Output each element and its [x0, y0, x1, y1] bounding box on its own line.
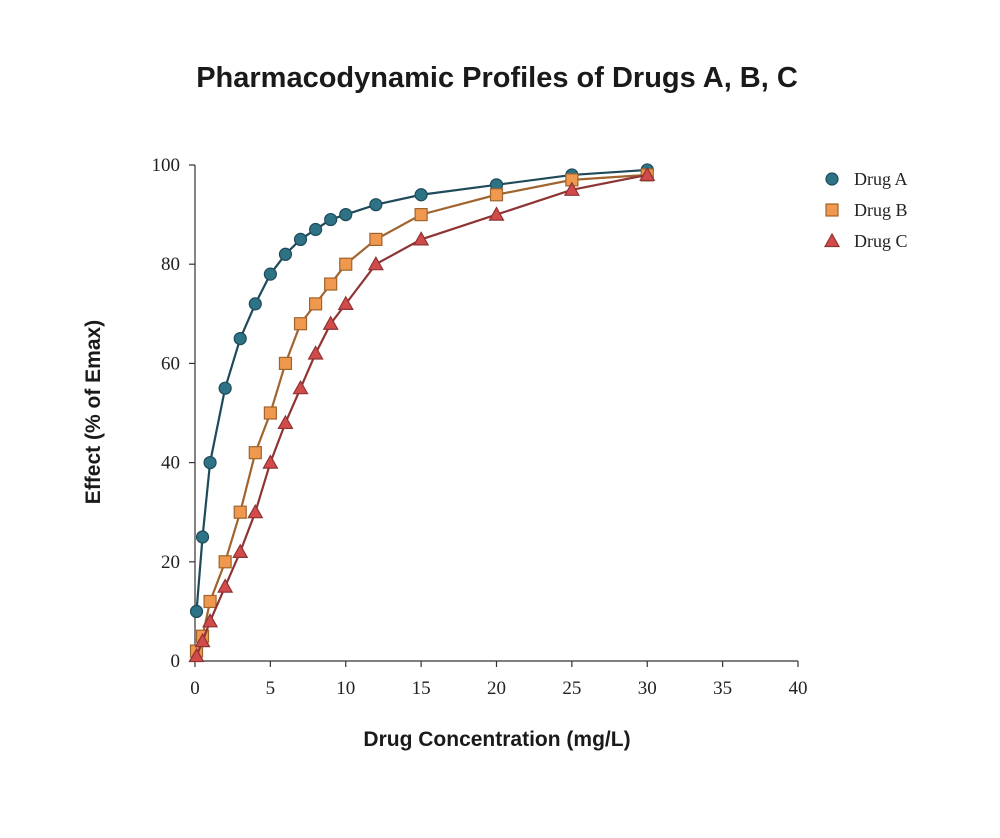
data-point-drug-b — [203, 594, 217, 609]
y-tick-label: 40 — [161, 453, 180, 474]
chart-title: Pharmacodynamic Profiles of Drugs A, B, … — [196, 62, 798, 94]
data-point-drug-b — [489, 188, 504, 202]
data-point-drug-b — [248, 446, 262, 460]
data-point-drug-c — [247, 503, 264, 519]
legend-item-drug-c: Drug C — [823, 231, 908, 251]
data-point-drug-b — [293, 317, 308, 331]
data-point-drug-a — [233, 332, 247, 346]
legend-label-drug-c: Drug C — [854, 231, 908, 251]
data-point-drug-c — [307, 345, 324, 360]
legend-label-drug-b: Drug B — [854, 200, 908, 220]
data-point-drug-a — [248, 297, 262, 311]
legend-marker-drug-b — [825, 203, 839, 217]
data-point-drug-b — [263, 406, 277, 420]
x-tick-label: 10 — [336, 678, 355, 699]
data-point-drug-a — [218, 381, 232, 395]
data-point-drug-c — [194, 632, 211, 648]
x-tick-label: 15 — [412, 678, 431, 699]
legend-label-drug-a: Drug A — [854, 169, 908, 189]
data-point-drug-b — [369, 232, 383, 246]
data-point-drug-b — [414, 208, 428, 222]
data-point-drug-c — [277, 414, 294, 430]
data-point-drug-b — [218, 555, 232, 569]
data-point-drug-c — [488, 206, 505, 221]
y-tick-label: 60 — [161, 353, 180, 374]
data-point-drug-c — [322, 315, 339, 330]
legend-marker-drug-a — [825, 172, 839, 186]
data-point-drug-a — [195, 530, 210, 544]
data-point-drug-c — [217, 578, 234, 593]
x-tick-label: 20 — [487, 678, 506, 699]
data-point-drug-a — [293, 232, 308, 246]
data-point-drug-c — [639, 166, 656, 182]
data-point-drug-a — [278, 247, 293, 261]
data-point-drug-c — [337, 295, 354, 310]
data-point-drug-c — [367, 255, 384, 271]
data-point-drug-a — [414, 188, 428, 202]
y-axis-label: Effect (% of Emax) — [82, 319, 105, 505]
data-point-drug-a — [263, 267, 277, 281]
data-point-drug-b — [309, 297, 323, 311]
legend-marker-drug-c — [823, 232, 841, 248]
data-point-drug-a — [189, 604, 204, 619]
data-point-drug-c — [202, 613, 219, 628]
x-tick-label: 0 — [190, 678, 200, 699]
y-tick-label: 80 — [161, 254, 180, 275]
legend-item-drug-b: Drug B — [825, 200, 908, 220]
series-drug-c — [188, 166, 656, 663]
x-axis-label: Drug Concentration (mg/L) — [363, 728, 631, 751]
x-tick-label: 35 — [713, 678, 732, 699]
data-point-drug-c — [232, 543, 249, 558]
data-point-drug-a — [324, 212, 338, 227]
data-point-drug-c — [262, 454, 279, 469]
x-tick-label: 30 — [638, 678, 657, 699]
x-tick-label: 5 — [266, 678, 276, 699]
axes: 0 5 10 15 20 25 30 35 40 0 20 40 60 80 100 — [152, 155, 808, 699]
y-tick-label: 100 — [152, 155, 181, 176]
series-layer — [188, 163, 656, 663]
data-point-drug-c — [563, 181, 580, 196]
series-drug-a — [189, 163, 654, 619]
x-tick-label: 40 — [789, 678, 808, 699]
data-point-drug-a — [339, 208, 353, 222]
data-point-drug-a — [369, 198, 383, 212]
data-point-drug-c — [413, 231, 430, 246]
legend-item-drug-a: Drug A — [825, 169, 908, 189]
data-point-drug-b — [278, 356, 293, 370]
data-point-drug-c — [292, 379, 309, 395]
data-point-drug-b — [233, 505, 247, 519]
data-point-drug-c — [188, 647, 205, 663]
data-point-drug-b — [324, 277, 338, 291]
data-point-drug-a — [309, 222, 323, 237]
y-tick-label: 20 — [161, 552, 180, 573]
data-point-drug-a — [203, 456, 217, 470]
x-tick-label: 25 — [562, 678, 581, 699]
legend: Drug A Drug B Drug C — [823, 169, 908, 251]
data-point-drug-b — [339, 257, 353, 271]
y-tick-label: 0 — [171, 651, 181, 672]
